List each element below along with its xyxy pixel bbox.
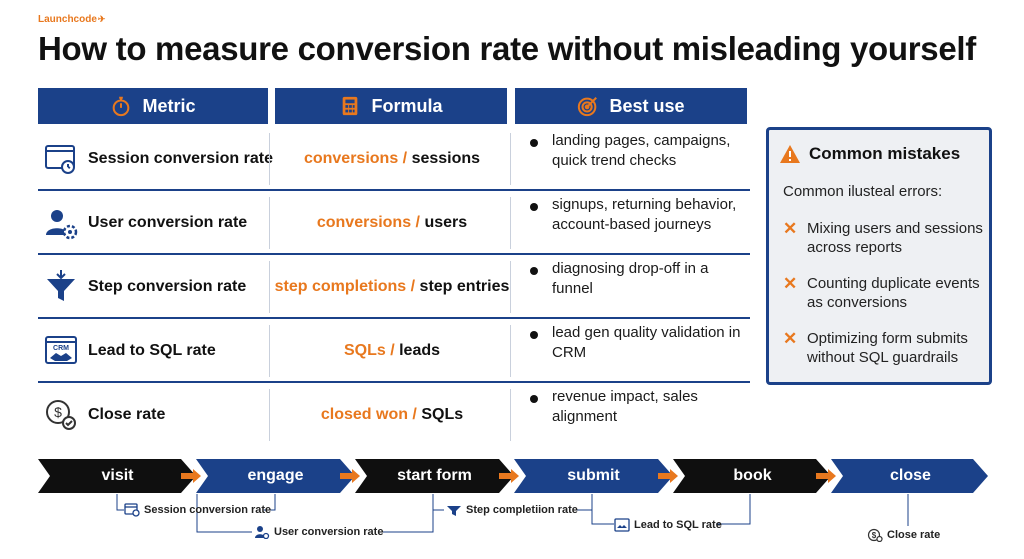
svg-text:$: $ — [872, 531, 877, 540]
metric-name: Lead to SQL rate — [88, 342, 216, 359]
formula-numerator: conversions — [316, 214, 412, 231]
crm-handshake-icon: CRM — [45, 336, 77, 364]
funnel-step-visit: visit — [101, 467, 134, 484]
formula-numerator: SQLs — [343, 342, 386, 359]
stopwatch-icon — [113, 96, 130, 117]
best-use: revenue impact, sales alignment — [552, 388, 698, 425]
row-divider — [38, 253, 750, 255]
warning-icon — [780, 145, 800, 163]
panel-subtitle: Common ilusteal errors: — [783, 183, 943, 200]
bullet — [530, 203, 538, 211]
funnel-step-engage: engage — [247, 467, 304, 484]
svg-text:CRM: CRM — [53, 345, 69, 352]
formula-denominator: sessions — [411, 150, 481, 167]
caption-session-conversion: Session conversion rate — [124, 503, 271, 517]
table-row: Session conversion rate conversions / se… — [38, 127, 750, 191]
bullet — [530, 267, 538, 275]
caption-text: Session conversion rate — [144, 504, 272, 516]
column-header-formula: Formula — [275, 88, 507, 124]
caption-text: Close rate — [887, 529, 941, 541]
mistake-text: Counting duplicate events as conversions — [807, 275, 980, 311]
funnel-step-submit: submit — [567, 467, 620, 484]
formula: closed won / SQLs — [273, 383, 511, 447]
funnel-step-start-form: start form — [397, 467, 472, 484]
metric-name: Step conversion rate — [88, 278, 247, 295]
table-row: Step conversion rate step completions / … — [38, 255, 750, 319]
formula: SQLs / leads — [273, 319, 511, 383]
best-use: diagnosing drop-off in a funnel — [552, 260, 709, 297]
formula-separator: / — [407, 406, 422, 423]
formula-separator: / — [406, 278, 420, 295]
formula-numerator: step completions — [274, 278, 407, 295]
table-row: CRM Lead to SQL rate SQLs / leads lead g… — [38, 319, 750, 383]
column-header-label: Metric — [142, 95, 196, 116]
metric-name: User conversion rate — [88, 214, 248, 231]
caption-text: User conversion rate — [274, 526, 384, 538]
formula-denominator: leads — [399, 342, 441, 359]
svg-text:$: $ — [54, 404, 62, 420]
calculator-icon — [343, 96, 358, 116]
row-divider — [38, 381, 750, 383]
crm-handshake-icon — [614, 518, 630, 532]
formula-denominator: users — [424, 214, 468, 231]
column-header-metric: Metric — [38, 88, 268, 124]
mistake-text: Optimizing form submits without SQL guar… — [807, 330, 968, 366]
bullet — [530, 395, 538, 403]
bullet — [530, 139, 538, 147]
best-use: lead gen quality validation in CRM — [552, 324, 741, 361]
target-icon — [578, 97, 598, 117]
x-mark-icon: ✕ — [783, 219, 798, 238]
caption-lead-to-sql: Lead to SQL rate — [614, 518, 722, 532]
common-mistakes-panel: Common mistakes Common ilusteal errors: … — [766, 127, 992, 385]
mistake-text: Mixing users and sessions across reports — [807, 220, 983, 256]
caption-user-conversion: User conversion rate — [254, 525, 383, 539]
panel-title: Common mistakes — [779, 144, 960, 164]
formula-denominator: step entries — [419, 278, 510, 295]
best-use: signups, returning behavior, account-bas… — [552, 196, 737, 233]
formula-numerator: closed won — [320, 406, 408, 423]
caption-step-completion: Step completiion rate — [446, 503, 578, 517]
x-mark-icon: ✕ — [783, 274, 798, 293]
browser-clock-icon — [124, 503, 140, 517]
column-header-label: Formula — [371, 95, 443, 116]
formula-denominator: SQLs — [421, 406, 464, 423]
column-header-best-use: Best use — [515, 88, 747, 124]
user-gear-icon — [46, 210, 78, 240]
table-row: $ Close rate closed won / SQLs revenue i… — [38, 383, 750, 447]
brand-logo: Launchcode✈ — [38, 14, 105, 25]
formula-separator: / — [385, 342, 400, 359]
caption-text: Step completiion rate — [466, 504, 578, 516]
formula: step completions / step entries — [273, 255, 511, 319]
metric-name: Close rate — [88, 406, 166, 423]
funnel-icon — [47, 270, 75, 301]
formula-separator: / — [411, 214, 425, 231]
formula: conversions / sessions — [273, 127, 511, 191]
formula: conversions / users — [273, 191, 511, 255]
caption-close-rate: $ Close rate — [867, 528, 940, 542]
formula-separator: / — [398, 150, 412, 167]
brand-name: Launchcode — [38, 14, 97, 25]
x-mark-icon: ✕ — [783, 329, 798, 348]
page-title: How to measure conversion rate without m… — [38, 30, 976, 67]
row-divider — [38, 189, 750, 191]
paper-plane-icon: ✈ — [97, 14, 106, 24]
dollar-check-icon: $ — [46, 400, 76, 430]
funnel-icon — [447, 506, 461, 516]
table-row: User conversion rate conversions / users… — [38, 191, 750, 255]
best-use: landing pages, campaigns, quick trend ch… — [552, 132, 731, 169]
dollar-check-icon: $ — [867, 528, 883, 542]
caption-text: Lead to SQL rate — [634, 519, 722, 531]
formula-numerator: conversions — [303, 150, 399, 167]
funnel-step-book: book — [733, 467, 772, 484]
browser-clock-icon — [45, 145, 75, 174]
panel-title-text: Common mistakes — [809, 144, 961, 163]
metric-name: Session conversion rate — [88, 150, 273, 167]
bullet — [530, 331, 538, 339]
funnel-step-close: close — [890, 467, 931, 484]
row-divider — [38, 317, 750, 319]
user-gear-icon — [255, 526, 270, 539]
column-header-label: Best use — [609, 95, 685, 116]
